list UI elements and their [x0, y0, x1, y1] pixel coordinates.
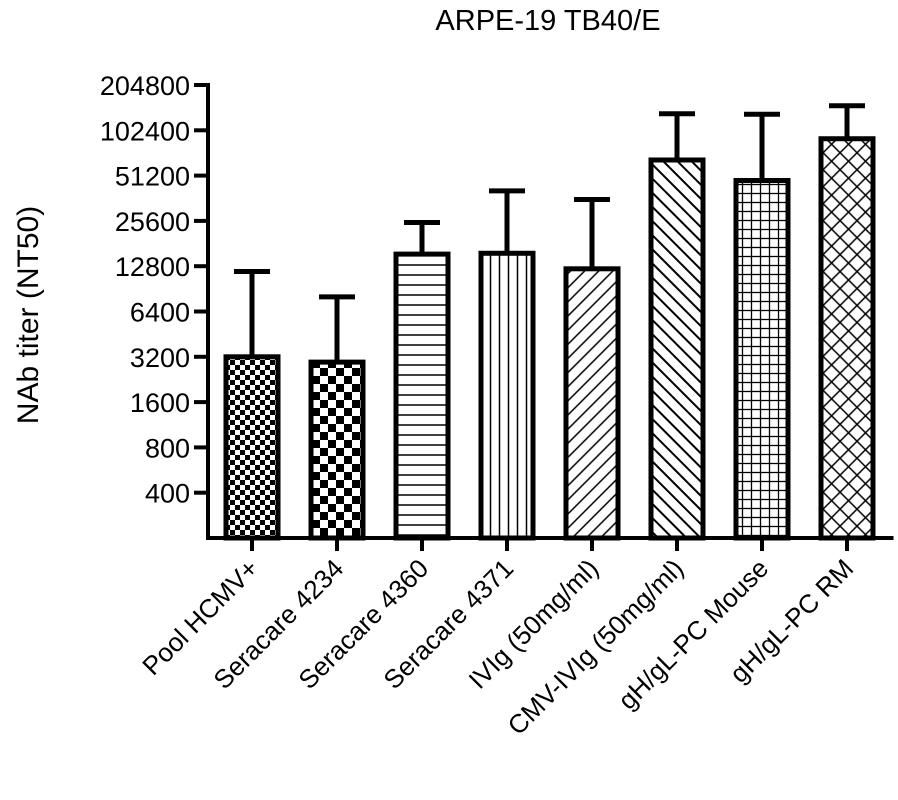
bar	[733, 178, 791, 541]
y-tick-label: 12800	[115, 252, 190, 282]
y-tick-label: 800	[145, 433, 190, 463]
y-tick-label: 204800	[100, 71, 190, 101]
bar	[478, 250, 536, 541]
y-tick-label: 400	[145, 479, 190, 509]
y-tick-label: 6400	[130, 298, 190, 328]
bar	[818, 136, 876, 541]
bar	[308, 359, 366, 541]
bar	[393, 251, 451, 541]
y-tick-label: 51200	[115, 162, 190, 192]
y-axis-label: NAb titer (NT50)	[12, 206, 45, 424]
y-tick-label: 3200	[130, 343, 190, 373]
x-tick-label: gH/gL-PC Mouse	[612, 553, 774, 715]
y-tick-label: 25600	[115, 207, 190, 237]
bar	[223, 354, 281, 541]
y-axis: 400 800 1600 3200 6400 12800 25600 51200 102400 2…	[100, 71, 210, 540]
bar	[563, 266, 621, 541]
y-tick-label: 1600	[130, 388, 190, 418]
chart-title: ARPE-19 TB40/E	[435, 5, 660, 37]
bar	[648, 157, 706, 541]
y-tick-label: 102400	[100, 116, 190, 146]
bars	[223, 103, 876, 541]
